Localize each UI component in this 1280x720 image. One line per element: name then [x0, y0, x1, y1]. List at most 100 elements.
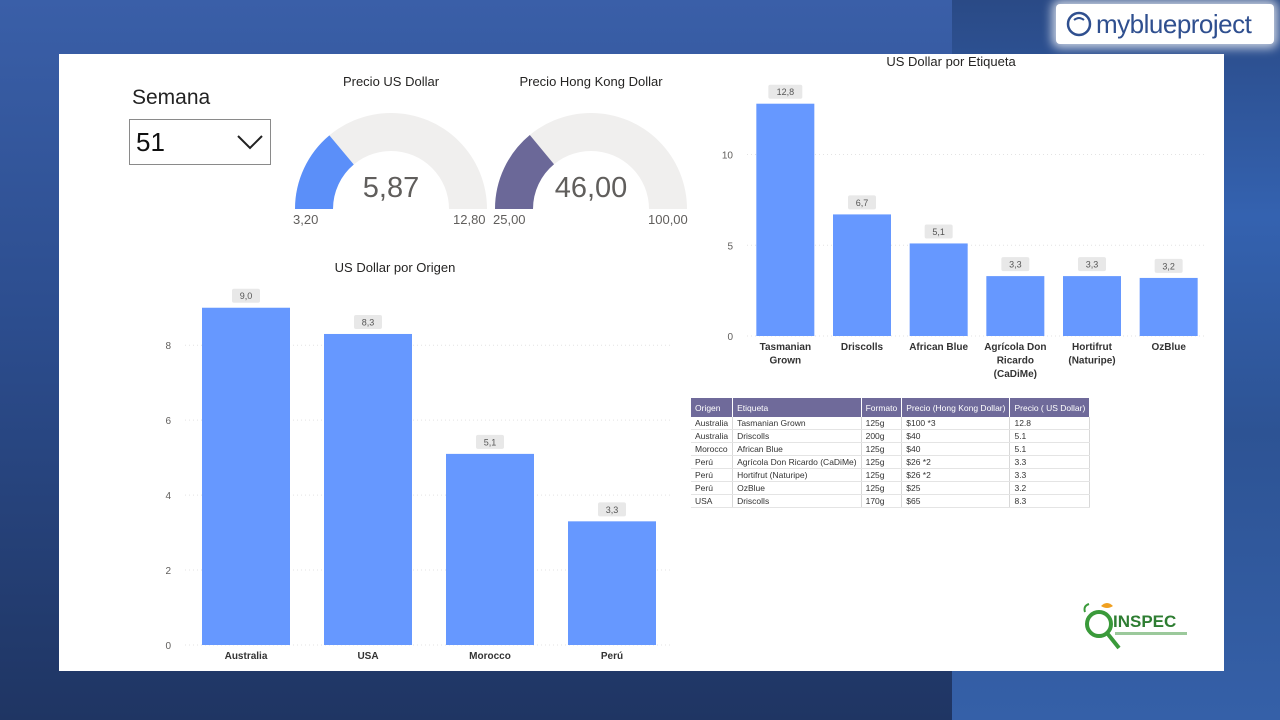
gauge-usd[interactable] [293, 109, 489, 211]
table-cell: 5.1 [1009, 429, 1091, 443]
table-row: Perú Hortifrut (Naturipe) 125g $26 *2 3.3 [691, 468, 1091, 482]
category-label: Grown [769, 356, 801, 367]
table-cell: 3.3 [1009, 455, 1091, 469]
table-header-cell[interactable]: Precio ( US Dollar) [1009, 398, 1091, 417]
data-label-bg [1078, 257, 1106, 272]
category-label: OzBlue [1151, 342, 1186, 353]
table-cell: Agrícola Don Ricardo (CaDiMe) [732, 455, 862, 469]
y-tick-label: 0 [165, 641, 171, 652]
table-cell: $100 *3 [901, 417, 1011, 430]
myblueproject-logo: myblueproject [1056, 4, 1274, 44]
gauge-usd-min: 3,20 [293, 212, 319, 227]
semana-slicer-dropdown[interactable]: 51 [129, 119, 271, 165]
gauge-usd-fill [295, 135, 354, 209]
gauge-usd-title: Precio US Dollar [342, 74, 440, 89]
table-cell: 125g [861, 468, 903, 482]
gauge-hkd-min: 25,00 [493, 212, 526, 227]
table-row: USA Driscolls 170g $65 8.3 [691, 494, 1091, 508]
data-label-bg [1154, 258, 1183, 273]
data-label: 6,7 [856, 198, 869, 208]
bar[interactable] [1139, 277, 1198, 336]
gauge-hkd-title: Precio Hong Kong Dollar [519, 74, 663, 89]
chart-etiqueta[interactable]: 0 5 10 12,8 Tasmanian Grown 6,7 Driscolls 5,1 Afr… [687, 76, 1217, 386]
bar[interactable] [909, 243, 968, 336]
table-cell: Australia [691, 429, 734, 443]
category-label: African Blue [909, 342, 968, 353]
table-cell: African Blue [732, 442, 862, 456]
data-label-bg [1001, 257, 1030, 272]
gauge-usd-max: 12,80 [453, 212, 486, 227]
category-label: Ricardo [997, 356, 1034, 367]
chart-origen-title: US Dollar por Origen [334, 260, 456, 275]
table-header-cell[interactable]: Precio (Hong Kong Dollar) [901, 398, 1011, 417]
table-cell: 125g [861, 442, 903, 456]
bar[interactable] [986, 276, 1045, 336]
table-cell: $40 [901, 442, 1011, 456]
data-label: 5,1 [484, 437, 497, 447]
bar[interactable] [756, 103, 815, 336]
y-tick-label: 2 [165, 566, 171, 577]
category-label: (CaDiMe) [994, 369, 1037, 380]
table-header-cell[interactable]: Etiqueta [732, 398, 862, 417]
table-cell: $26 *2 [901, 455, 1011, 469]
table-cell: Morocco [691, 442, 734, 456]
y-tick-label: 10 [722, 151, 734, 162]
table-cell: 125g [861, 455, 903, 469]
table-cell: OzBlue [732, 481, 862, 495]
gauge-usd-value: 5,87 [362, 172, 420, 204]
table-cell: Driscolls [732, 494, 862, 508]
gauge-hkd-value: 46,00 [554, 172, 628, 204]
table-cell: Driscolls [732, 429, 862, 443]
data-label: 3,2 [1162, 261, 1175, 271]
table-cell: Perú [691, 455, 734, 469]
inspec-logo: INSPEC [1079, 600, 1191, 660]
table-cell: $65 [901, 494, 1011, 508]
bar[interactable] [1063, 276, 1121, 336]
chart-etiqueta-title: US Dollar por Etiqueta [886, 54, 1016, 69]
table-cell: $26 *2 [901, 468, 1011, 482]
table-header-row: Origen Etiqueta Formato Precio (Hong Kong D… [691, 398, 1091, 417]
chart-origen[interactable]: 0 2 4 6 8 9,0 Australia 8,3 USA 5,1 Morocco 3,3 Perú [99, 279, 679, 669]
data-label: 3,3 [1009, 260, 1022, 270]
table-cell: 3.2 [1009, 481, 1091, 495]
data-label-bg [848, 195, 876, 210]
table-cell: 125g [861, 481, 903, 495]
chevron-down-icon[interactable] [236, 134, 264, 150]
bar[interactable] [568, 521, 656, 645]
table-cell: USA [691, 494, 734, 508]
table-cell: Perú [691, 481, 734, 495]
table-cell: $40 [901, 429, 1011, 443]
y-tick-label: 4 [165, 491, 171, 502]
table-cell: Hortifrut (Naturipe) [732, 468, 862, 482]
data-label: 12,8 [777, 87, 795, 97]
inspec-logo-icon [1083, 603, 1121, 650]
gauge-hkd-max: 100,00 [648, 212, 688, 227]
bar[interactable] [202, 307, 290, 645]
data-label-bg [598, 502, 626, 517]
y-tick-label: 8 [165, 341, 171, 352]
table-cell: 5.1 [1009, 442, 1091, 456]
bar[interactable] [833, 214, 891, 336]
price-table: Origen Etiqueta Formato Precio (Hong Kong D… [691, 398, 1091, 508]
table-row: Perú Agrícola Don Ricardo (CaDiMe) 125g $26… [691, 455, 1091, 469]
data-label: 3,3 [1086, 260, 1099, 270]
category-label: Agrícola Don [984, 342, 1046, 353]
y-tick-label: 5 [727, 241, 733, 252]
category-label: Perú [601, 651, 623, 662]
bar[interactable] [446, 453, 534, 645]
gauge-hkd[interactable] [493, 109, 689, 211]
data-label-bg [768, 84, 803, 99]
data-label-bg [476, 434, 504, 449]
data-label-bg [354, 314, 382, 329]
bar[interactable] [324, 333, 412, 645]
data-label-bg [924, 224, 953, 239]
table-header-cell[interactable]: Origen [691, 398, 734, 417]
blueberry-icon [1066, 11, 1092, 37]
table-row: Australia Tasmanian Grown 125g $100 *3 12.8 [691, 417, 1091, 430]
slicer-value: 51 [136, 126, 165, 157]
y-tick-label: 0 [727, 332, 733, 343]
table-cell: 170g [861, 494, 903, 508]
table-header-cell[interactable]: Formato [861, 398, 903, 417]
category-label: Driscolls [841, 342, 884, 353]
table-cell: Perú [691, 468, 734, 482]
